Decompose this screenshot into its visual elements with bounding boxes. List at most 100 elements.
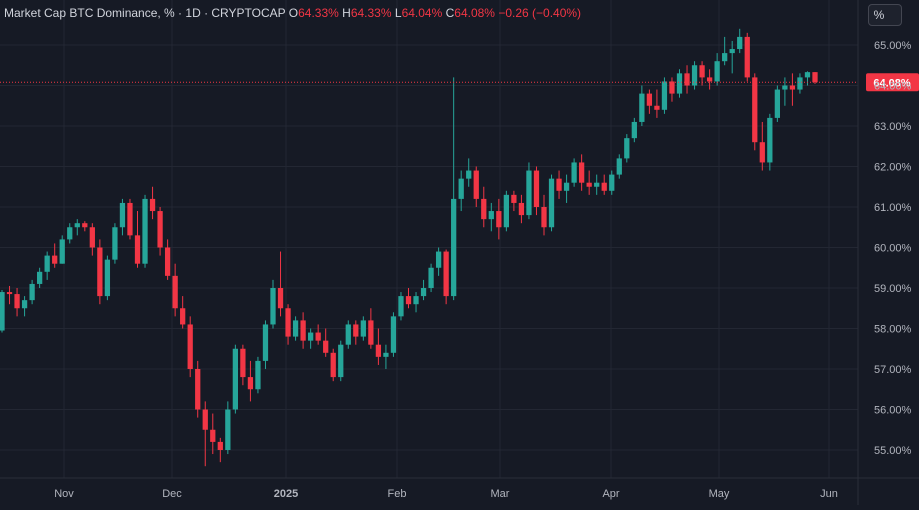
candle-body [654,105,660,110]
candle-body [631,121,637,139]
candle-body [29,283,35,301]
last-price-tag [866,73,919,92]
candle-body [180,308,186,325]
candle-body [669,81,675,94]
candle-body [548,178,555,228]
percent-scale-label: % [873,8,885,22]
candle-body [571,162,577,183]
candle-body [556,178,562,191]
chart-legend-header: Market Cap BTC Dominance, % · 1D · CRYPT… [4,6,581,20]
candle-body [67,227,73,240]
y-tick-label: 65.00% [874,40,912,52]
candle-body [44,255,50,272]
y-tick-label: 64.00% [874,81,912,93]
candle-body [172,275,178,309]
candle-body [767,117,773,163]
change-value: −0.26 (−0.40%) [498,6,582,20]
candle-body [202,409,208,430]
candle-body [496,211,502,228]
candle-body [323,340,329,353]
candle-body [225,409,231,450]
last-price-line: 64.08% [0,73,919,92]
candle-body [368,320,374,345]
candle-body [134,235,141,264]
candle-body [466,170,472,179]
candle-body [435,251,442,268]
candle-body [729,49,735,54]
candle-body [443,251,449,297]
x-tick-label: May [709,488,730,500]
candle-body [797,77,803,90]
candle-body [601,182,607,191]
candle-body [428,267,434,288]
candle-body [97,247,103,297]
y-tick-label: 62.00% [874,162,912,174]
candle-body [473,170,479,199]
candle-body [383,352,389,357]
x-tick-label: Feb [388,488,407,500]
candle-body [21,300,28,309]
candle-body [375,344,382,357]
candle-body [157,211,163,248]
candle-body [691,65,698,86]
candle-body [579,162,585,183]
y-tick-label: 57.00% [874,364,912,376]
candle-body [104,259,111,297]
candle-body [127,202,133,236]
grid-lines [0,0,858,478]
x-tick-label: Dec [162,488,182,500]
candle-body [405,296,412,305]
candle-body [390,316,397,353]
candle-body [616,158,622,175]
candle-body [586,182,592,187]
candle-body [714,61,720,82]
low-value: 64.04% [401,6,443,20]
candle-body [285,308,291,337]
candle-body [488,211,494,220]
close-value: 64.08% [454,6,495,20]
candle-body [722,53,728,62]
candle-body [706,77,713,82]
candle-body [563,182,570,191]
x-tick-label: Mar [491,488,510,500]
candle-body [804,72,811,78]
candle-body [232,348,238,410]
candle-body [292,320,299,337]
candle-body [300,320,306,341]
candle-body [270,288,276,325]
candle-body [89,227,95,248]
y-tick-label: 58.00% [874,324,912,336]
candle-body [541,207,547,228]
candle-body [594,182,600,187]
percent-scale-button[interactable]: % [868,4,902,26]
candle-body [330,352,336,378]
candle-body [338,344,344,378]
candle-body [142,198,148,264]
candle-body [661,81,668,110]
candle-body [699,65,705,78]
candle-body [240,348,246,378]
x-tick-label: Apr [602,488,619,500]
candle-body [646,93,653,106]
candle-body [37,271,43,284]
candle-body [195,369,201,410]
candle-body [744,36,750,78]
candle-body [737,36,743,50]
x-tick-label: Jun [820,488,838,500]
candle-body [119,202,126,228]
candle-body [187,324,193,369]
candle-body [518,202,525,216]
candle-body [624,138,630,159]
candle-body [315,332,321,341]
y-axis: 65.00% 64.00% 63.00% 62.00% 61.00% 60.00% 59.0… [857,0,912,505]
candle-body [59,239,65,264]
candle-body [398,296,404,317]
candle-body [676,73,683,94]
high-label: H [342,6,351,20]
candle-body [812,72,818,83]
candle-body [360,320,366,337]
y-tick-label: 63.00% [874,121,912,133]
candle-body [74,223,80,228]
